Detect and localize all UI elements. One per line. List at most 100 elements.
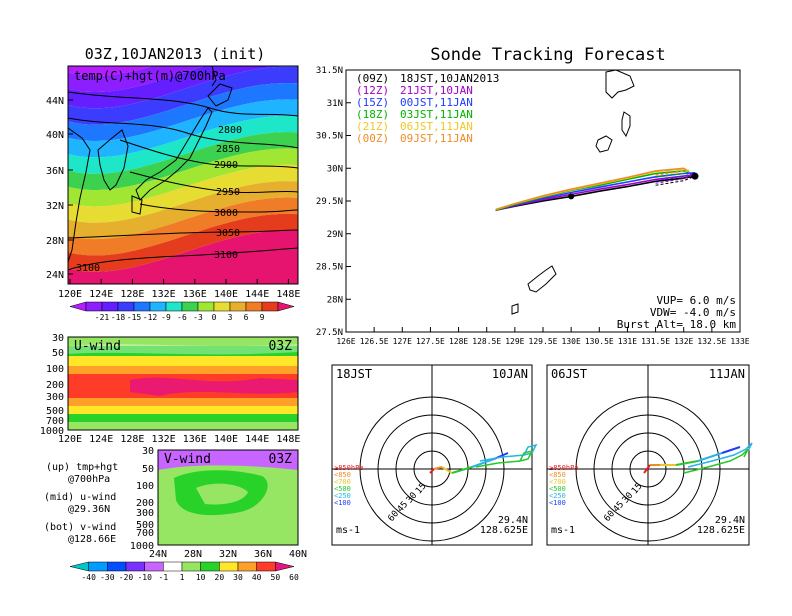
vwind-label: V-wind xyxy=(164,452,211,467)
left-title: 03Z,10JAN2013 (init) xyxy=(85,45,266,63)
track-lon-label: 126.5E xyxy=(360,337,389,346)
track-descent xyxy=(655,171,690,178)
map-lon-label: 120E xyxy=(58,289,82,300)
hodo-lon: 128.625E xyxy=(480,525,528,536)
japan-honshu xyxy=(135,107,213,201)
wind-colorbar-box xyxy=(237,561,257,572)
wind-colorbar-box xyxy=(144,561,164,572)
temp-colorbar-box xyxy=(101,301,119,312)
map-lon-label: 144E xyxy=(245,289,269,300)
temp-band xyxy=(68,66,298,125)
height-contours xyxy=(68,91,298,271)
param-vup: VUP= 6.0 m/s xyxy=(657,294,736,307)
vwind-pressure-label: 500 xyxy=(136,520,154,531)
temp-colorbar-box xyxy=(181,301,199,312)
temp-colorbar-box xyxy=(69,301,87,312)
island-yakushima xyxy=(595,135,613,153)
uwind-label: U-wind xyxy=(74,339,121,354)
hodo-level-label: <700 xyxy=(334,478,351,486)
hodo-upper-wind-2 xyxy=(475,449,534,468)
hodo-segment xyxy=(471,458,495,468)
wind-colorbar-box xyxy=(69,561,89,572)
legend-mid: (mid) u-wind xyxy=(44,492,116,503)
island-north xyxy=(605,70,635,99)
hodo-right-label: 10JAN xyxy=(492,367,528,381)
temp-colorbar-tick: -15 xyxy=(127,313,142,322)
sonde-params: VUP= 6.0 m/s VDW= -4.0 m/s Burst Alt= 18… xyxy=(617,294,737,331)
hodo-segment xyxy=(675,460,699,466)
temp-colorbar-box xyxy=(229,301,247,312)
uwind-lon-label: 148E xyxy=(276,434,300,445)
track-lat-label: 29N xyxy=(327,230,343,240)
height-contour xyxy=(68,247,298,271)
vwind-lat-label: 32N xyxy=(219,549,237,560)
hodo-segment xyxy=(433,466,443,470)
vwind-pressure-label: 700 xyxy=(136,528,154,539)
temp-colorbar-box xyxy=(213,301,231,312)
height-contour xyxy=(68,117,298,149)
track-lon-label: 132E xyxy=(674,337,693,346)
wind-colorbar-box xyxy=(181,561,201,572)
temp-colorbar-box xyxy=(197,301,215,312)
japan-hokkaido xyxy=(207,83,233,107)
track-lon-label: 127.5E xyxy=(416,337,445,346)
hodo-unit: ms-1 xyxy=(336,525,360,536)
wind-colorbar-tick: -1 xyxy=(159,573,169,582)
hodo-upper-wind xyxy=(479,443,538,462)
uwind-band xyxy=(68,406,298,414)
contour-label: 2900 xyxy=(214,160,238,171)
wind-colorbar-box xyxy=(200,561,220,572)
track-lon-label: 131.5E xyxy=(641,337,670,346)
track-lon-label: 130.5E xyxy=(585,337,614,346)
hodo-level-label: <500 xyxy=(549,485,566,493)
temp-colorbar-box xyxy=(165,301,183,312)
track-lon-label: 130E xyxy=(562,337,581,346)
contour-label: 3100 xyxy=(214,250,238,261)
uwind-pressure-label: 50 xyxy=(52,348,64,359)
uwind-band xyxy=(68,346,298,356)
param-vdw: VDW= -4.0 m/s xyxy=(650,306,736,319)
track-descent xyxy=(655,174,696,184)
temp-colorbar-box xyxy=(149,301,167,312)
track-lon-label: 128.5E xyxy=(472,337,501,346)
map-lon-label: 124E xyxy=(89,289,113,300)
sonde-tracks xyxy=(495,167,699,211)
map-lat-label: 36N xyxy=(46,166,64,177)
contour-label: 3050 xyxy=(216,228,240,239)
launch-jst: 09JST,11JAN xyxy=(400,132,473,145)
uwind-lon-label: 136E xyxy=(183,434,207,445)
launch-jst: 03JST,11JAN xyxy=(400,108,473,121)
wind-colorbar-tick: 30 xyxy=(233,573,243,582)
hodo-level-label: <500 xyxy=(334,485,351,493)
map-lat-label: 32N xyxy=(46,201,64,212)
height-contour xyxy=(129,171,298,194)
vwind-pressure-label: 200 xyxy=(136,498,154,509)
param-burst: Burst Alt= 18.0 km xyxy=(617,318,737,331)
vwind-pressure-label: 100 xyxy=(136,481,154,492)
hodo-level-label: <850 xyxy=(334,471,351,479)
hodo-level-label: <700 xyxy=(549,478,566,486)
track-lon-label: 132.5E xyxy=(697,337,726,346)
kyushu xyxy=(131,195,143,215)
launch-z: (00Z) xyxy=(356,132,389,145)
launch-legend: (09Z) 18JST,10JAN2013 (12Z) 21JST,10JAN (15Z… xyxy=(356,72,499,145)
korea-coast xyxy=(97,129,129,191)
uwind-pressure-label: 300 xyxy=(46,392,64,403)
wind-colorbar-tick: 10 xyxy=(196,573,206,582)
hodo-left-label: 06JST xyxy=(551,367,587,381)
track-lat-label: 31N xyxy=(327,99,343,109)
island-amami xyxy=(527,265,557,293)
launch-z: (21Z) xyxy=(356,120,389,133)
launch-z: (15Z) xyxy=(356,96,389,109)
island-tanegashima xyxy=(621,111,631,138)
uwind-lon-label: 144E xyxy=(245,434,269,445)
wind-colorbar-box xyxy=(219,561,239,572)
hodo-segment xyxy=(429,468,435,474)
hodo-upper-wind-2 xyxy=(683,448,749,474)
uwind-lon-label: 128E xyxy=(120,434,144,445)
temp-band xyxy=(68,66,205,92)
vwind-pressure-label: 1000 xyxy=(130,541,154,552)
uwind-lon-label: 124E xyxy=(89,434,113,445)
